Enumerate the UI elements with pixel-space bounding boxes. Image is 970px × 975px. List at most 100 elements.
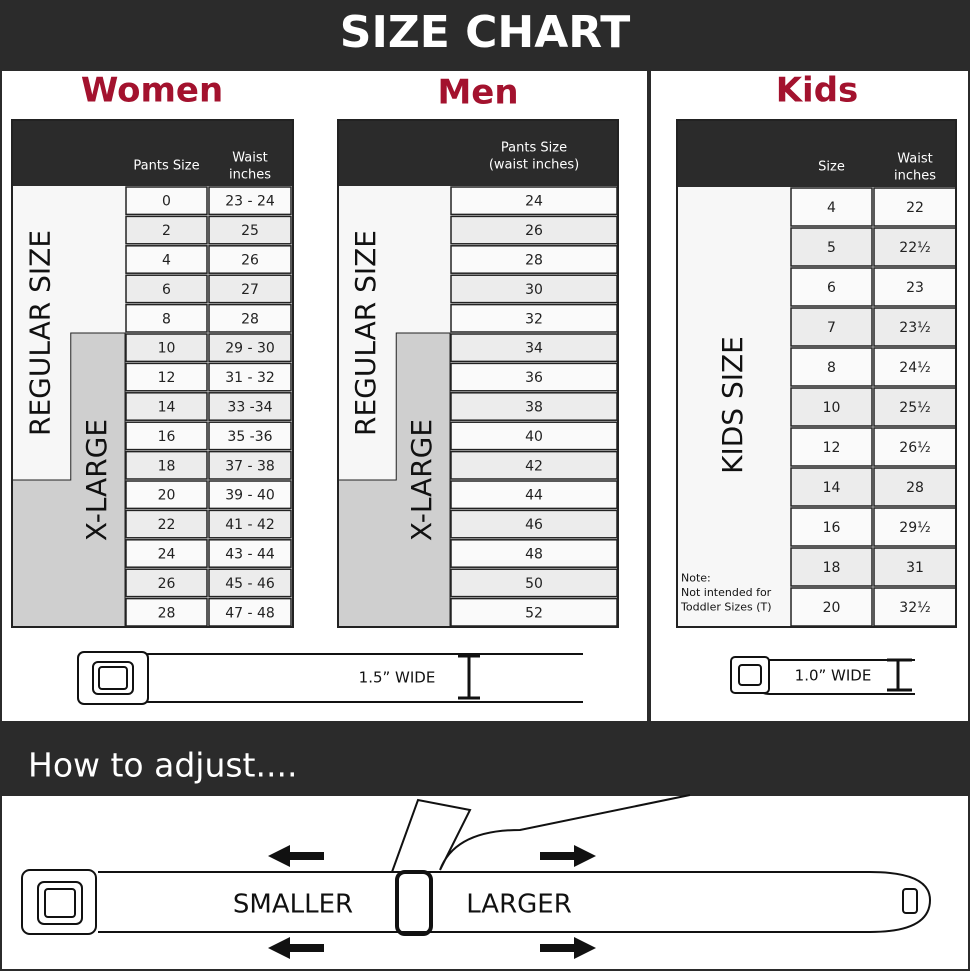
section-title: Kids: [776, 71, 859, 111]
table-cell: [450, 245, 618, 274]
xlarge-label: X-LARGE: [80, 419, 113, 541]
cell-text: 44: [525, 488, 543, 504]
table-cell: [873, 307, 957, 347]
table-cell: [450, 421, 618, 451]
table-cell: [208, 303, 292, 333]
table-cell: [450, 303, 618, 333]
cell-text: 22½: [899, 240, 930, 256]
table-cell: [125, 480, 208, 510]
section-title: Women: [81, 71, 223, 111]
cell-text: 10: [823, 400, 841, 416]
cell-text: 0: [162, 194, 171, 210]
cell-text: 24: [158, 547, 176, 563]
table-cell: [873, 227, 957, 267]
cell-text: 34: [525, 341, 543, 357]
table-cell: [208, 333, 292, 363]
table-cell: [208, 597, 292, 627]
table-cell: [208, 450, 292, 480]
table-cell: [125, 539, 208, 568]
cell-text: 10: [158, 341, 176, 357]
table-cell: [125, 509, 208, 539]
cell-text: 6: [827, 280, 836, 296]
cell-text: 38: [525, 400, 543, 416]
table-cell: [450, 568, 618, 598]
table-cell: [208, 215, 292, 245]
table-cell: [208, 480, 292, 510]
column-header: Pants Size: [133, 159, 199, 174]
cell-text: 29 - 30: [225, 341, 275, 357]
cell-text: 4: [827, 200, 836, 216]
cell-text: 39 - 40: [225, 488, 275, 504]
cell-text: 33 -34: [227, 400, 272, 416]
cell-text: 31: [906, 560, 924, 576]
table-header: [677, 120, 956, 187]
larger-label: LARGER: [466, 890, 572, 920]
section-title: Men: [437, 73, 518, 113]
cell-text: 14: [158, 400, 176, 416]
table-cell: [790, 467, 873, 507]
table-cell: [790, 587, 873, 627]
column-header: Waist inches: [229, 150, 271, 182]
cell-text: 32: [525, 311, 543, 327]
kids-bg: [677, 187, 790, 627]
table-cell: [873, 467, 957, 507]
cell-text: 32½: [899, 600, 930, 616]
table-cell: [790, 347, 873, 387]
adjust-belt: [21, 794, 932, 936]
adjust-panel: [0, 794, 970, 971]
cell-text: 35 -36: [227, 429, 272, 445]
table-cell: [125, 392, 208, 421]
table-cell: [125, 597, 208, 627]
divider: [647, 70, 651, 722]
table-cell: [790, 427, 873, 467]
table-cell: [208, 245, 292, 274]
column-header: Pants Size (waist inches): [489, 140, 579, 172]
table-cell: [208, 392, 292, 421]
table-border: [11, 119, 294, 628]
table-cell: [125, 274, 208, 304]
cell-text: 16: [158, 429, 176, 445]
cell-text: 36: [525, 370, 543, 386]
table-cell: [125, 450, 208, 480]
table-cell: [450, 215, 618, 245]
kids-label: KIDS SIZE: [716, 336, 749, 474]
cell-text: 45 - 46: [225, 576, 275, 592]
cell-text: 29½: [899, 520, 930, 536]
table-cell: [790, 307, 873, 347]
cell-text: 8: [162, 311, 171, 327]
cell-text: 43 - 44: [225, 547, 275, 563]
cell-text: 23 - 24: [225, 194, 275, 210]
cell-text: 47 - 48: [225, 605, 275, 621]
table-cell: [125, 333, 208, 363]
cell-text: 23: [906, 280, 924, 296]
cell-text: 26½: [899, 440, 930, 456]
cell-text: 4: [162, 253, 171, 269]
table-cell: [790, 267, 873, 307]
table-cell: [125, 568, 208, 598]
table-cell: [208, 362, 292, 392]
column-header: Waist inches: [894, 151, 936, 183]
table-cell: [125, 186, 208, 216]
cell-text: 27: [241, 282, 259, 298]
cell-text: 26: [525, 223, 543, 239]
table-cell: [208, 568, 292, 598]
belt-width: 1.5” WIDE: [359, 669, 436, 687]
table-cell: [208, 509, 292, 539]
cell-text: 2: [162, 223, 171, 239]
cell-text: 18: [823, 560, 841, 576]
cell-text: 24: [525, 194, 543, 210]
cell-text: 42: [525, 458, 543, 474]
column-header: Size: [818, 160, 845, 175]
table-header: [338, 120, 618, 186]
cell-text: 26: [158, 576, 176, 592]
belt-width: 1.0” WIDE: [795, 667, 872, 685]
table-cell: [790, 187, 873, 227]
cell-text: 12: [823, 440, 841, 456]
table-cell: [125, 362, 208, 392]
table-border: [676, 119, 957, 628]
table-cell: [208, 274, 292, 304]
regular-label: REGULAR SIZE: [23, 230, 56, 436]
cell-text: 18: [158, 458, 176, 474]
table-cell: [873, 267, 957, 307]
